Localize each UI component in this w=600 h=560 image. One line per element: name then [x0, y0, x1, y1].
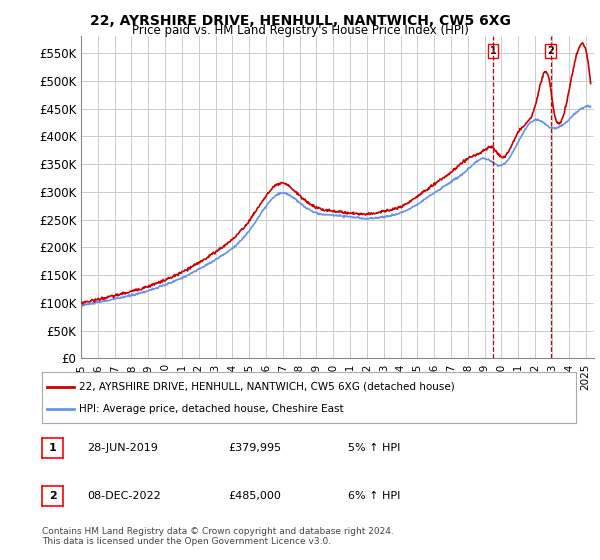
Text: £379,995: £379,995: [228, 443, 281, 453]
Text: 28-JUN-2019: 28-JUN-2019: [87, 443, 158, 453]
Text: HPI: Average price, detached house, Cheshire East: HPI: Average price, detached house, Ches…: [79, 404, 344, 414]
Text: 5% ↑ HPI: 5% ↑ HPI: [348, 443, 400, 453]
Text: 1: 1: [490, 46, 496, 56]
Text: 22, AYRSHIRE DRIVE, HENHULL, NANTWICH, CW5 6XG (detached house): 22, AYRSHIRE DRIVE, HENHULL, NANTWICH, C…: [79, 381, 455, 391]
Text: 1: 1: [49, 443, 56, 453]
Text: 08-DEC-2022: 08-DEC-2022: [87, 491, 161, 501]
Text: 22, AYRSHIRE DRIVE, HENHULL, NANTWICH, CW5 6XG: 22, AYRSHIRE DRIVE, HENHULL, NANTWICH, C…: [89, 14, 511, 28]
Text: 2: 2: [547, 46, 554, 56]
Text: £485,000: £485,000: [228, 491, 281, 501]
Text: 6% ↑ HPI: 6% ↑ HPI: [348, 491, 400, 501]
Text: 2: 2: [49, 491, 56, 501]
Text: Contains HM Land Registry data © Crown copyright and database right 2024.
This d: Contains HM Land Registry data © Crown c…: [42, 526, 394, 546]
Text: Price paid vs. HM Land Registry's House Price Index (HPI): Price paid vs. HM Land Registry's House …: [131, 24, 469, 36]
